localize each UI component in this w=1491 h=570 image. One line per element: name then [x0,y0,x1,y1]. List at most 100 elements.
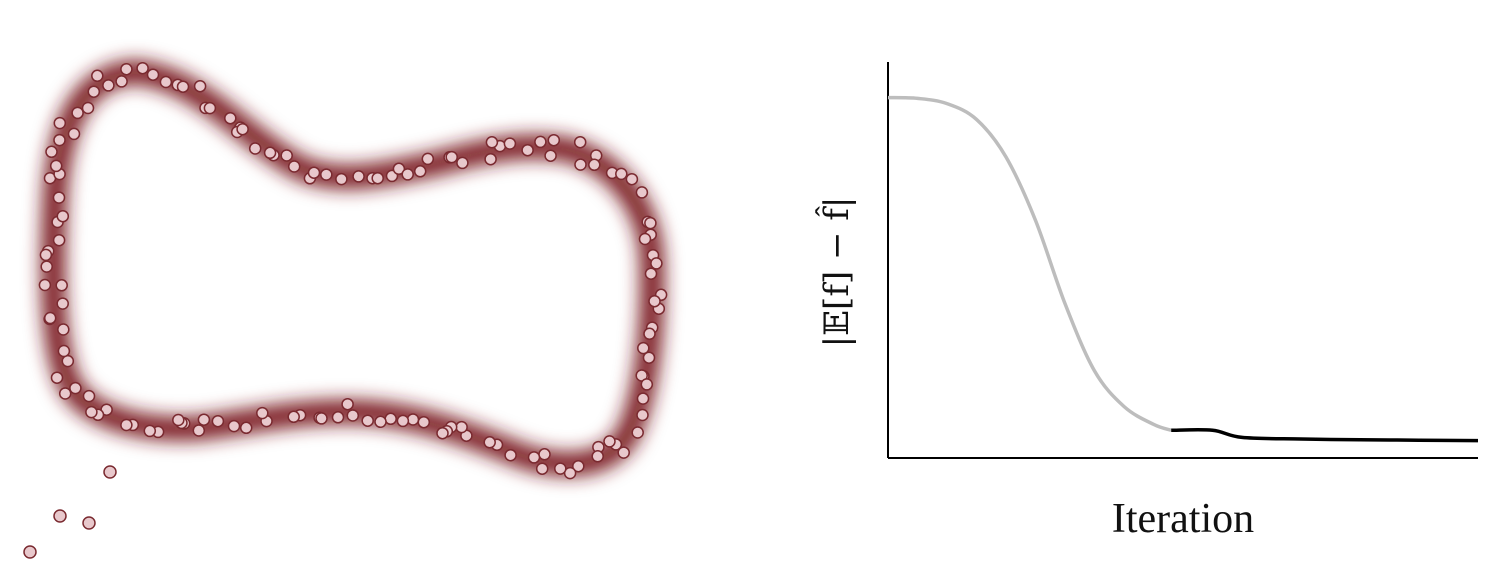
sample-point [136,61,149,75]
sample-point [227,419,241,433]
sample-point [56,297,69,310]
sample-point [346,409,360,422]
sample-point [615,167,628,181]
sample-point [53,133,66,147]
sample-point [40,260,53,273]
outlier-point [103,465,117,479]
sample-point [538,448,551,461]
sample-point [335,172,348,186]
sample-point [91,69,104,83]
sample-point [331,411,345,424]
sample-point [57,344,71,358]
sample-point [236,122,249,136]
sample-point [50,371,64,384]
sample-point [588,158,601,172]
series-group [887,95,1479,443]
convergence-plot: Iteration |𝔼[f] − f̂| [815,62,1479,542]
sample-point [143,424,157,438]
sample-point [203,101,217,115]
sample-point [503,137,517,150]
sample-point [52,233,66,247]
sample-point [401,168,414,181]
sample-point [315,412,328,425]
sample-point [574,158,587,171]
sample-point [617,446,630,459]
outlier-point [82,516,96,530]
sample-point [192,424,206,437]
sample-point [146,68,160,81]
sample-point [573,135,587,149]
sample-point [49,159,63,173]
sample-point [307,166,321,179]
sample-point [85,405,98,419]
sample-point [417,415,431,429]
x-axis-label: Iteration [1112,496,1254,542]
sample-point [320,168,333,181]
sample-point [396,414,410,428]
sample-point [287,160,301,173]
sample-point [642,351,656,364]
sample-point [406,413,420,426]
sample-point [521,143,534,157]
sample-point [287,410,300,424]
sample-point [58,387,72,400]
sample-point [341,397,354,411]
sample-point [53,116,67,130]
sample-point [57,323,70,336]
sample-point [572,459,585,473]
sample-point [637,341,650,355]
sample-point [638,232,652,246]
sample-point [631,426,644,439]
sample-point [56,209,70,223]
sample-point [413,165,427,178]
sample-point [650,257,663,270]
sample-point [211,414,225,428]
sample-point [248,142,262,155]
curve-transient [887,95,1172,432]
y-axis-label: |𝔼[f] − f̂| [815,197,857,348]
sample-point [69,381,82,395]
sample-point [636,392,650,405]
sample-point [485,136,499,149]
sample-point [352,170,365,183]
sample-point [39,248,53,262]
sample-point [159,75,173,89]
sample-point [643,327,656,341]
sample-point [547,133,561,147]
sample-point [239,421,253,435]
sample-point [115,75,128,88]
sample-point [644,216,657,230]
sample-point [527,451,541,464]
sample-point [625,172,639,186]
sample-point [120,62,133,76]
sample-point [504,448,517,462]
sample-point [436,426,449,440]
sample-point [172,413,185,427]
sample-point [52,191,66,204]
sample-point [640,378,654,391]
sample-point [535,462,549,475]
sample-point [176,80,190,93]
sample-point [256,406,269,420]
sample-point [421,152,435,166]
sample-point [644,267,658,280]
sample-point [224,111,237,125]
sample-point [67,127,81,141]
sample-point [534,135,547,149]
sample-point [636,408,649,422]
sample-point [361,414,374,427]
sample-point [197,413,211,426]
sample-point [82,389,96,403]
sample-point [374,415,387,429]
sample-point [81,101,95,115]
sample-point [648,294,661,308]
sample-point [71,106,84,120]
sample-point [554,462,567,475]
outlier-point [23,545,37,559]
sample-point [635,186,649,199]
sample-point [38,278,52,292]
sample-point [456,156,469,170]
sample-point [102,79,115,92]
sample-point [392,162,406,176]
